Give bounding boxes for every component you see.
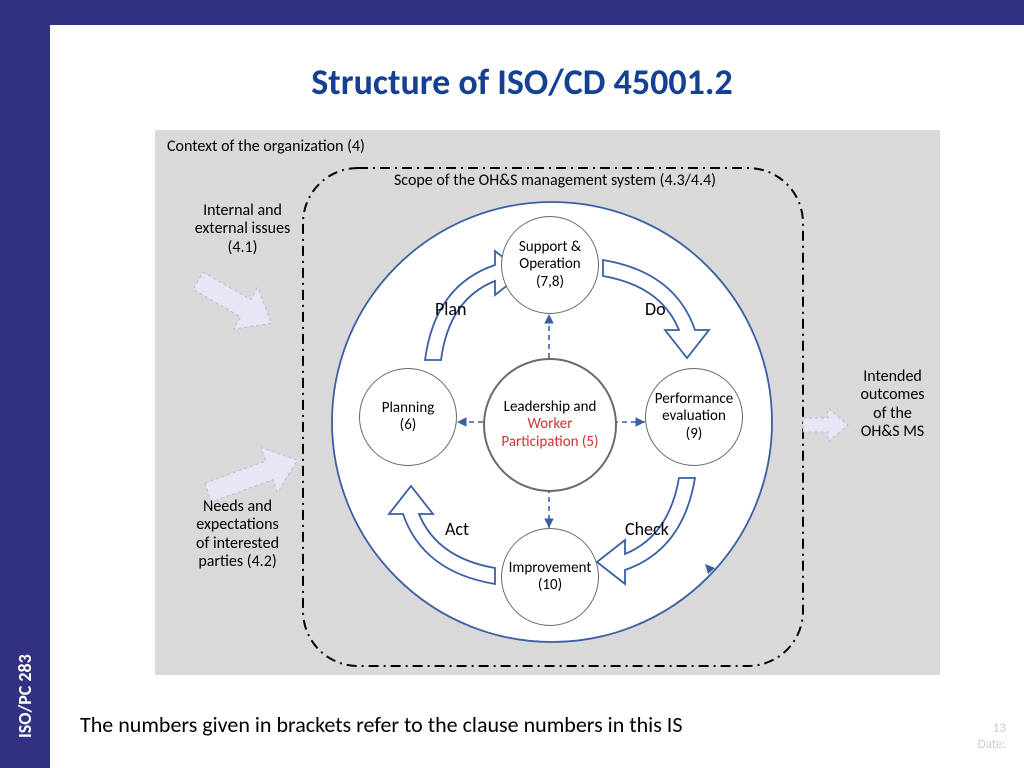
node-center: Leadership and Worker Participation (5) [483,358,617,492]
node-bottom: Improvement (10) [501,528,599,626]
page-number: 13 [993,721,1006,736]
node-right: Performance evaluation (9) [645,368,743,466]
pdca-plan: Plan [435,298,467,320]
page-title: Structure of ISO/CD 45001.2 [50,60,994,104]
node-center-l2: Worker [528,416,573,433]
diagram-area: Context of the organization (4) Scope of… [155,130,940,675]
label-scope: Scope of the OH&S management system (4.3… [355,172,755,190]
pdca-do: Do [645,298,666,320]
side-label: ISO/PC 283 [0,538,50,738]
label-outcomes: Intendedoutcomesof theOH&S MS [850,368,935,442]
node-center-l3: Participation (5) [501,434,598,451]
pdca-act: Act [445,518,469,540]
caption: The numbers given in brackets refer to t… [80,711,682,738]
pdca-check: Check [625,518,669,540]
node-center-l1: Leadership and [504,399,597,416]
node-top: Support & Operation (7,8) [501,216,599,314]
slide-page: ISO/PC 283 Structure of ISO/CD 45001.2 [50,25,1024,768]
label-internal: Internal andexternal issues(4.1) [185,202,300,257]
node-left: Planning (6) [359,368,457,466]
label-needs: Needs andexpectationsof interestedpartie… [175,498,300,572]
output-arrow [803,408,848,442]
label-context: Context of the organization (4) [167,138,365,156]
date-label: Date: [978,737,1006,752]
input-arrow-top [186,260,284,344]
